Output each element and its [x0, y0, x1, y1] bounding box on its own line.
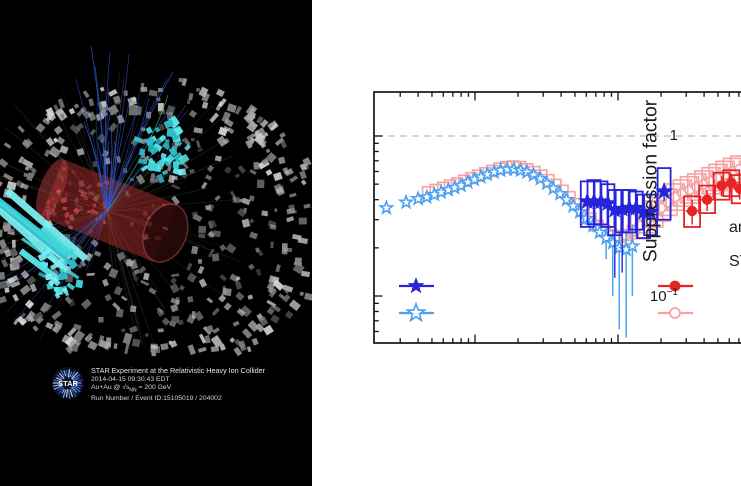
star-logo-disc — [52, 367, 84, 399]
star-logo-text: STAR — [58, 379, 78, 388]
caption-title: STAR Experiment at the Relativistic Heav… — [91, 366, 266, 375]
caption-system-pre: Au+Au @ √s — [91, 384, 130, 392]
y-axis-label: Suppression factor — [639, 99, 662, 263]
y-tick-base: 10 — [649, 288, 667, 305]
star-logo-rays — [52, 369, 83, 399]
annotation-pre: anti- — [729, 219, 741, 236]
y-tick-1: 1 — [669, 127, 678, 144]
event-caption: STAR Experiment at the Relativistic Heav… — [91, 366, 266, 404]
tpc-cylinder — [36, 158, 189, 263]
y-tick-0p1: 10−1 — [635, 287, 678, 305]
jet-cluster-top — [133, 115, 192, 184]
jet-spikes-lower-left — [0, 164, 89, 299]
legend-title-star: STAR — [729, 253, 741, 270]
caption-system-post: = 200 GeV — [136, 384, 172, 392]
caption-run-event: Run Number / Event ID:15105019 / 204002 — [91, 395, 222, 403]
legend-marker-lhc-jets — [658, 280, 693, 292]
legend-marker-star-particles — [399, 301, 434, 323]
series-star-jets — [578, 167, 674, 278]
suppression-chart-panel: Suppression factor Jet or particle momen… — [312, 0, 741, 486]
caption-system: Au+Au @ √sNN = 200 GeV — [91, 384, 265, 395]
series-lhc-jets — [683, 169, 741, 228]
legend-marker-lhc-particles — [658, 307, 693, 319]
event-display-panel: STAR STAR Experiment at the Relativistic… — [0, 0, 312, 486]
star-logo: STAR — [52, 367, 84, 399]
plot-frame — [373, 91, 741, 344]
chart-canvas — [373, 91, 741, 344]
series-star-particles — [378, 160, 641, 338]
event-display-graphic — [0, 45, 312, 357]
y-tick-exponent: −1 — [666, 287, 678, 298]
caption-datetime: 2014-04-15 09:30:43 EDT — [91, 375, 170, 383]
legend-marker-star-jets — [399, 277, 434, 294]
caption-system-sub: NN — [129, 387, 137, 394]
annotation-antikt: anti-kT, R=0.3 — [729, 219, 741, 239]
